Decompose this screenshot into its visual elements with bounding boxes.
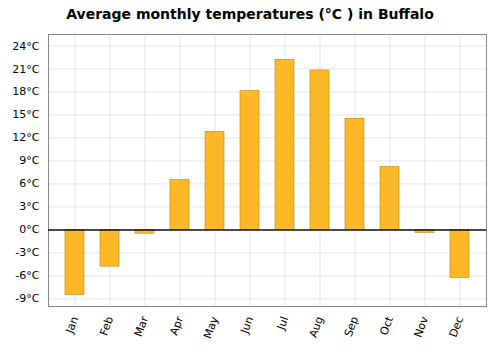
svg-text:Apr: Apr <box>167 314 186 337</box>
svg-text:9°C: 9°C <box>19 154 39 167</box>
svg-text:-9°C: -9°C <box>15 292 39 305</box>
svg-text:21°C: 21°C <box>12 62 39 75</box>
svg-text:12°C: 12°C <box>12 131 39 144</box>
svg-text:-3°C: -3°C <box>15 246 39 259</box>
svg-text:-6°C: -6°C <box>15 269 39 282</box>
svg-text:May: May <box>201 314 221 340</box>
svg-text:Jun: Jun <box>238 315 256 337</box>
svg-text:Jan: Jan <box>63 315 81 336</box>
svg-text:18°C: 18°C <box>12 85 39 98</box>
svg-text:Oct: Oct <box>377 314 396 337</box>
svg-text:Sep: Sep <box>342 315 361 339</box>
svg-text:Feb: Feb <box>97 315 116 338</box>
svg-text:Nov: Nov <box>412 314 432 339</box>
svg-text:Dec: Dec <box>447 315 466 339</box>
svg-text:Aug: Aug <box>307 315 327 340</box>
svg-text:Jul: Jul <box>274 315 291 333</box>
svg-text:6°C: 6°C <box>19 177 39 190</box>
svg-text:24°C: 24°C <box>12 40 39 53</box>
svg-text:Mar: Mar <box>132 314 151 338</box>
html-text:Average monthly temperatures (: Average monthly temperatures (°C ) in Bu… <box>66 6 434 22</box>
svg-text:3°C: 3°C <box>19 200 39 213</box>
svg-text:0°C: 0°C <box>19 223 39 236</box>
svg-text:15°C: 15°C <box>12 108 39 121</box>
